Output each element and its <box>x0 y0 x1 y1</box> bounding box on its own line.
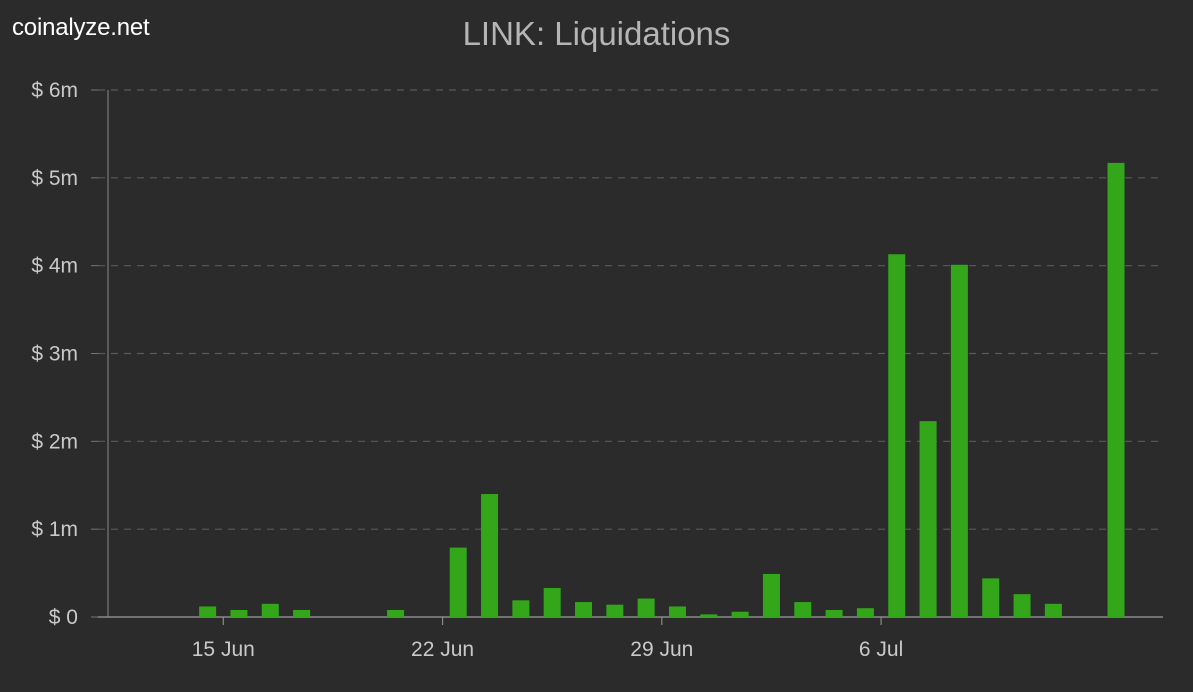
y-tick-label: $ 4m <box>31 255 78 278</box>
x-tick-label: 6 Jul <box>859 638 903 661</box>
bar <box>982 578 1000 617</box>
bar <box>888 254 906 617</box>
bar <box>700 614 718 617</box>
bar <box>512 600 530 617</box>
x-tick-label: 29 Jun <box>630 638 693 661</box>
y-tick-label: $ 6m <box>31 79 78 102</box>
bar <box>731 611 749 617</box>
bar <box>575 602 593 617</box>
bar <box>794 602 812 617</box>
bar <box>1013 594 1031 617</box>
brand-watermark: coinalyze.net <box>12 14 150 41</box>
bar <box>199 606 217 617</box>
bar <box>856 608 874 617</box>
bar <box>293 609 311 617</box>
bar <box>1044 603 1062 617</box>
bar <box>387 609 405 617</box>
bar <box>762 573 780 617</box>
bar <box>481 494 499 617</box>
bar <box>950 264 968 617</box>
x-tick-label: 15 Jun <box>192 638 255 661</box>
bar <box>825 609 843 617</box>
bar <box>1107 162 1125 617</box>
bar <box>637 598 655 617</box>
bar <box>261 603 279 617</box>
bar <box>668 606 686 617</box>
bar <box>919 421 937 617</box>
y-tick-label: $ 2m <box>31 430 78 453</box>
bar <box>230 609 248 617</box>
y-tick-label: $ 0 <box>49 606 78 629</box>
chart-title: LINK: Liquidations <box>462 15 731 52</box>
bar <box>449 547 467 617</box>
y-tick-label: $ 3m <box>31 343 78 366</box>
x-tick-label: 22 Jun <box>411 638 474 661</box>
bar <box>606 604 624 617</box>
y-tick-label: $ 1m <box>31 518 78 541</box>
y-tick-label: $ 5m <box>31 167 78 190</box>
bar <box>543 588 561 617</box>
